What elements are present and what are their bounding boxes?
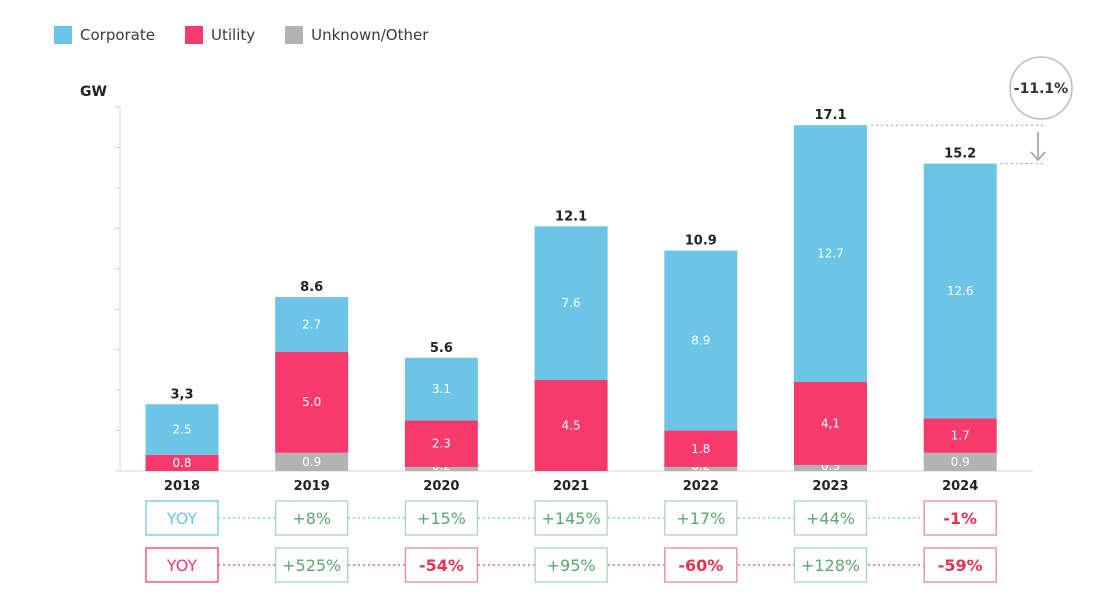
bar-value-label-corporate: 12.6 [947,284,974,298]
yoy-value-label-utility: +525% [282,556,341,575]
bar-total-label: 15.2 [944,147,976,162]
legend-item-corporate: Corporate [54,26,155,44]
yoy-value-label-corporate: +44% [806,509,855,528]
bar-total-label: 10.9 [685,234,717,249]
yoy-value-label-utility: -59% [938,556,983,575]
bar-value-label-utility: 2.3 [432,437,451,451]
bar-value-label-corporate: 8.9 [691,334,710,348]
bar-value-label-corporate: 3.1 [432,382,451,396]
bar-segment-utility [664,430,738,467]
bar-segment-utility [534,380,608,471]
bar-value-label-corporate: 7.6 [562,296,581,310]
x-tick-label: 2024 [942,479,978,494]
yoy-value-label-corporate: +17% [676,509,725,528]
x-tick-label: 2018 [164,479,200,494]
bar-value-label-utility: 1.7 [951,429,970,443]
yoy-value-label-utility: -60% [678,556,723,575]
legend-label-corporate: Corporate [80,26,155,44]
bar-value-label-utility: 4.5 [562,419,581,433]
bar-segment-other [794,464,867,471]
bar-value-label-utility: 1.8 [691,442,710,456]
y-axis-label: GW [80,84,107,100]
x-tick-label: 2019 [294,479,330,494]
bar-value-label-utility: 0.8 [172,456,191,470]
yoy-value-box-utility [793,547,868,583]
change-badge-label: -11.1% [1014,81,1068,97]
yoy-value-box-utility [404,547,479,583]
yoy-value-label-corporate: +15% [417,509,466,528]
legend-swatch-corporate [54,26,72,44]
legend-item-other: Unknown/Other [285,26,428,44]
bar-value-label-other: 0.9 [951,455,970,469]
yoy-value-label-corporate: -1% [943,509,977,528]
yoy-value-label-utility: +95% [547,556,596,575]
x-tick-label: 2020 [423,479,459,494]
yoy-value-box-corporate [793,500,868,536]
yoy-value-box-utility [664,547,738,583]
bar-segment-corporate [664,250,738,431]
bar-segment-utility [275,351,349,453]
bar-segment-utility [923,418,997,453]
bar-segment-other [275,452,349,471]
bar-segment-corporate [923,163,997,419]
yoy-header-label-utility: YOY [166,556,198,575]
bar-total-label: 8.6 [300,280,323,295]
yoy-value-box-corporate [404,500,479,536]
bar-segment-utility [794,382,867,465]
yoy-value-box-utility [923,547,997,583]
yoy-value-box-corporate [534,500,608,536]
bar-total-label: 17.1 [814,108,846,123]
yoy-header-box-corporate [145,500,219,536]
change-arrow-down-icon [1030,151,1046,162]
bar-total-label: 5.6 [430,341,453,356]
legend-swatch-other [285,26,304,44]
yoy-header-box-utility [145,547,219,583]
x-tick-label: 2021 [553,479,589,494]
bar-total-label: 12.1 [555,209,587,224]
yoy-value-box-corporate [275,500,349,536]
yoy-value-label-corporate: +8% [292,509,331,528]
x-tick-label: 2022 [683,479,719,494]
bar-value-label-utility: 5.0 [302,395,321,409]
legend-swatch-utility [185,26,203,44]
bar-value-label-corporate: 12.7 [817,247,844,261]
bar-segment-corporate [794,125,867,383]
yoy-header-label-corporate: YOY [166,509,198,528]
yoy-value-box-utility [275,547,349,583]
bar-segment-utility [145,454,219,471]
bar-segment-utility [404,420,478,467]
bar-total-label: 3,3 [170,387,193,402]
yoy-value-label-corporate: +145% [542,509,601,528]
yoy-value-label-utility: +128% [801,556,860,575]
bar-segment-corporate [275,297,349,352]
bar-segment-other [923,452,997,471]
bar-segment-other [404,466,478,471]
yoy-value-label-utility: -54% [419,556,464,575]
x-tick-label: 2023 [812,479,848,494]
yoy-value-box-corporate [664,500,738,536]
bar-segment-corporate [534,226,608,380]
bar-value-label-corporate: 2.7 [302,317,321,331]
bar-value-label-other: 0.9 [302,455,321,469]
change-badge-circle [1009,56,1073,120]
yoy-value-box-utility [534,547,608,583]
legend-item-utility: Utility [185,26,255,44]
legend-label-other: Unknown/Other [311,26,429,44]
bar-segment-corporate [404,357,478,421]
bar-value-label-utility: 4,1 [821,416,840,430]
bar-segment-corporate [145,404,219,455]
legend: Corporate Utility Unknown/Other [54,26,428,44]
bar-value-label-corporate: 2.5 [172,423,191,437]
legend-label-utility: Utility [211,26,256,44]
bar-segment-other [664,466,738,471]
yoy-value-box-corporate [923,500,997,536]
